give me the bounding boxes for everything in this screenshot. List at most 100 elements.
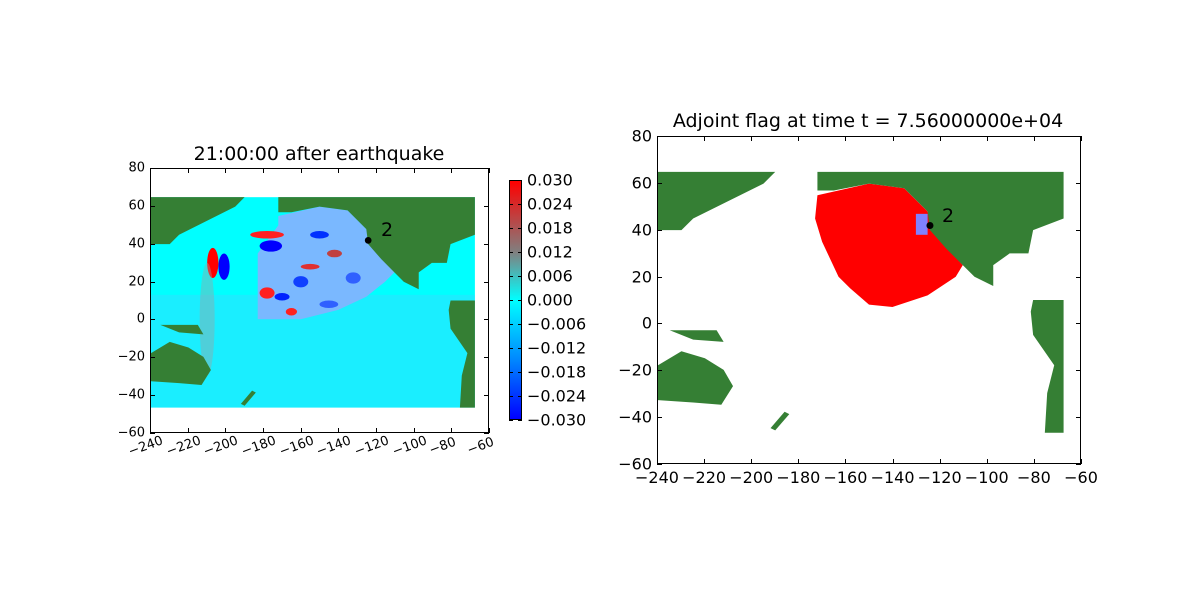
- x-tick-mark: [845, 459, 847, 464]
- x-tick-mark: [751, 459, 753, 464]
- y-tick-mark: [1076, 136, 1081, 137]
- x-tick-mark: [704, 459, 706, 464]
- x-tick-label: −100: [390, 433, 429, 460]
- x-tick-label: −240: [635, 468, 679, 487]
- colorbar-tick-label: 0.030: [527, 170, 573, 190]
- land-masses: [658, 171, 1064, 433]
- x-tick-mark: [300, 428, 302, 433]
- colorbar-tick-label: 0.024: [527, 194, 573, 214]
- station-label: 2: [381, 219, 394, 241]
- x-tick-mark: [376, 428, 377, 433]
- colorbar-tick-mark: [518, 180, 522, 181]
- y-tick-mark: [484, 395, 489, 397]
- x-tick-mark: [263, 428, 264, 433]
- colorbar-tick-mark: [509, 324, 513, 325]
- x-tick-mark: [225, 168, 227, 173]
- x-tick-label: −180: [776, 468, 821, 487]
- y-tick-label: 80: [631, 126, 652, 146]
- y-tick-mark: [484, 243, 489, 245]
- y-tick-label: 0: [641, 313, 652, 333]
- colorbar-tick-label: −0.012: [527, 338, 587, 358]
- colorbar-tick-mark: [509, 252, 513, 253]
- y-tick-mark: [1076, 417, 1081, 419]
- x-tick-mark: [300, 168, 302, 173]
- x-tick-label: −60: [1064, 468, 1098, 487]
- colorbar-tick-label: −0.024: [527, 386, 587, 406]
- x-tick-label: −220: [164, 433, 203, 460]
- y-tick-label: −40: [618, 407, 652, 427]
- colorbar-tick-mark: [518, 204, 522, 205]
- x-tick-mark: [1081, 459, 1082, 464]
- x-tick-mark: [798, 136, 800, 141]
- colorbar-tick-mark: [518, 396, 522, 397]
- colorbar-tick-label: −0.030: [527, 410, 587, 430]
- colorbar-tick-mark: [518, 300, 522, 301]
- x-tick-label: −120: [352, 433, 392, 460]
- colorbar-tick-mark: [518, 324, 522, 325]
- y-tick-mark: [657, 417, 662, 419]
- right-map-axes: 2: [657, 136, 1081, 464]
- x-tick-label: −140: [314, 433, 354, 460]
- colorbar-tick-label: −0.006: [527, 314, 587, 334]
- y-tick-mark: [484, 205, 489, 207]
- x-tick-mark: [150, 168, 151, 173]
- y-tick-label: −60: [618, 454, 652, 474]
- y-tick-mark: [150, 319, 155, 321]
- y-tick-mark: [1076, 464, 1081, 465]
- colorbar-tick-label: 0.018: [527, 218, 573, 238]
- x-tick-label: −200: [729, 468, 774, 487]
- colorbar-tick-mark: [509, 420, 513, 421]
- colorbar-tick-mark: [509, 372, 513, 373]
- x-tick-label: −180: [239, 433, 279, 460]
- y-tick-mark: [1076, 276, 1081, 278]
- wave-anomalies: [199, 230, 361, 376]
- x-tick-mark: [939, 459, 941, 464]
- y-tick-mark: [150, 281, 155, 283]
- x-tick-mark: [489, 428, 490, 433]
- y-tick-label: 60: [631, 173, 652, 193]
- y-tick-mark: [657, 229, 662, 231]
- land-masses: [151, 197, 475, 408]
- y-tick-mark: [657, 136, 662, 137]
- y-tick-mark: [1076, 182, 1081, 184]
- x-tick-mark: [1033, 136, 1035, 141]
- x-tick-mark: [939, 136, 941, 141]
- x-tick-mark: [338, 428, 340, 433]
- x-tick-mark: [451, 428, 453, 433]
- station-marker: [926, 221, 934, 229]
- y-tick-label: 40: [128, 236, 145, 252]
- y-tick-mark: [657, 323, 662, 325]
- y-tick-label: 80: [128, 160, 145, 176]
- x-tick-mark: [892, 136, 894, 141]
- right-plot-title: Adjoint flag at time t = 7.56000000e+04: [672, 110, 1064, 132]
- x-tick-label: −80: [1016, 468, 1051, 487]
- x-tick-mark: [798, 459, 800, 464]
- x-tick-mark: [986, 136, 988, 141]
- x-tick-mark: [413, 168, 415, 173]
- y-tick-mark: [150, 243, 155, 245]
- x-tick-mark: [1033, 459, 1035, 464]
- y-tick-mark: [150, 357, 155, 359]
- flag-box: [915, 213, 928, 235]
- colorbar-tick-mark: [518, 420, 522, 421]
- x-tick-mark: [187, 428, 189, 433]
- left-map: [151, 197, 475, 408]
- x-tick-mark: [704, 136, 706, 141]
- x-tick-mark: [892, 459, 894, 464]
- x-tick-mark: [845, 136, 847, 141]
- station-label: 2: [942, 205, 955, 227]
- y-tick-mark: [484, 319, 489, 321]
- x-tick-mark: [263, 168, 264, 173]
- y-tick-mark: [484, 281, 489, 283]
- colorbar-tick-label: 0.006: [527, 266, 573, 286]
- x-tick-mark: [225, 428, 227, 433]
- right-map: [658, 171, 1064, 433]
- y-tick-label: −20: [117, 349, 145, 365]
- x-tick-mark: [657, 459, 658, 464]
- x-tick-label: −100: [964, 468, 1009, 487]
- y-tick-mark: [150, 433, 155, 434]
- colorbar-tick-label: −0.018: [527, 362, 587, 382]
- colorbar-tick-mark: [509, 276, 513, 277]
- y-tick-mark: [1076, 323, 1081, 325]
- y-tick-label: −20: [618, 360, 652, 380]
